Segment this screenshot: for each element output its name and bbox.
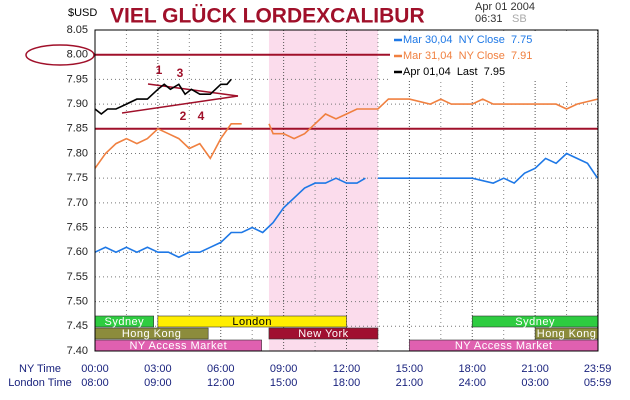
y-tick-label: 7.75 (67, 172, 88, 184)
x-tick-label-london: 08:00 (81, 377, 109, 389)
annotation: 2 (180, 109, 187, 123)
x-tick-label-london: 05:59 (584, 377, 612, 389)
y-tick-label: 7.95 (67, 73, 88, 85)
session-bar (268, 327, 379, 340)
x-tick-label-london: 21:00 (396, 377, 424, 389)
session-label: Hong Kong (122, 328, 182, 340)
y-tick-label: 8.05 (67, 24, 88, 36)
x-row-label: NY Time (19, 363, 61, 375)
legend-label: Apr 01,04 Last 7.95 (403, 66, 505, 78)
annotation: 4 (198, 109, 205, 123)
y-tick-label: 7.70 (67, 197, 88, 209)
legend-label: Mar 30,04 NY Close 7.75 (403, 34, 532, 46)
y-tick-label: 8.00 (67, 49, 88, 61)
x-tick-label-london: 03:00 (521, 377, 549, 389)
x-tick-label: 12:00 (333, 363, 361, 375)
x-tick-label: 03:00 (144, 363, 172, 375)
triangle-line (121, 95, 239, 114)
x-tick-label: 00:00 (81, 363, 109, 375)
tag: SB (512, 13, 527, 25)
y-tick-label: 7.45 (67, 320, 88, 332)
session-label: Hong Kong (537, 328, 597, 340)
x-tick-label: 09:00 (270, 363, 298, 375)
x-tick-label-london: 18:00 (333, 377, 361, 389)
x-tick-label: 21:00 (521, 363, 549, 375)
y-tick-label: 7.65 (67, 221, 88, 233)
series-line (94, 152, 599, 259)
y-tick-label: 7.40 (67, 345, 88, 357)
y-tick-label: 7.60 (67, 246, 88, 258)
shaded-range (268, 30, 378, 351)
x-tick-label-london: 09:00 (144, 377, 172, 389)
y-tick-label: 7.50 (67, 296, 88, 308)
y-tick-label: 7.80 (67, 147, 88, 159)
session-label: NY Access Market (455, 340, 553, 352)
session-label: Sydney (515, 316, 555, 328)
session-bar (157, 315, 347, 328)
x-row-label: London Time (8, 377, 72, 389)
session-label: Sydney (104, 316, 144, 328)
x-tick-label: 06:00 (207, 363, 235, 375)
y-tick-label: 7.85 (67, 123, 88, 135)
x-tick-label-london: 12:00 (207, 377, 235, 389)
highlight-ellipse (25, 44, 95, 66)
x-tick-label: 18:00 (458, 363, 486, 375)
session-label: NY Access Market (129, 340, 227, 352)
session-label: London (232, 316, 272, 328)
date: Apr 01 2004 (475, 1, 535, 13)
series-line (94, 78, 232, 116)
time: 06:31 (475, 13, 503, 25)
x-tick-label: 23:59 (584, 363, 612, 375)
y-axis-label: $USD (68, 7, 97, 19)
chart-title: VIEL GLÜCK LORDEXCALIBUR (110, 5, 425, 28)
y-tick-label: 7.90 (67, 98, 88, 110)
annotation: 1 (156, 63, 163, 77)
series-line (94, 98, 598, 169)
legend-box (390, 32, 597, 80)
x-tick-label: 15:00 (396, 363, 424, 375)
plot-underlay (94, 29, 599, 352)
x-tick-label-london: 15:00 (270, 377, 298, 389)
y-tick-label: 7.55 (67, 271, 88, 283)
x-tick-label-london: 24:00 (458, 377, 486, 389)
legend-label: Mar 31,04 NY Close 7.91 (403, 50, 532, 62)
session-label: New York (298, 328, 348, 340)
annotation: 3 (177, 66, 184, 80)
plot-border (94, 29, 599, 352)
